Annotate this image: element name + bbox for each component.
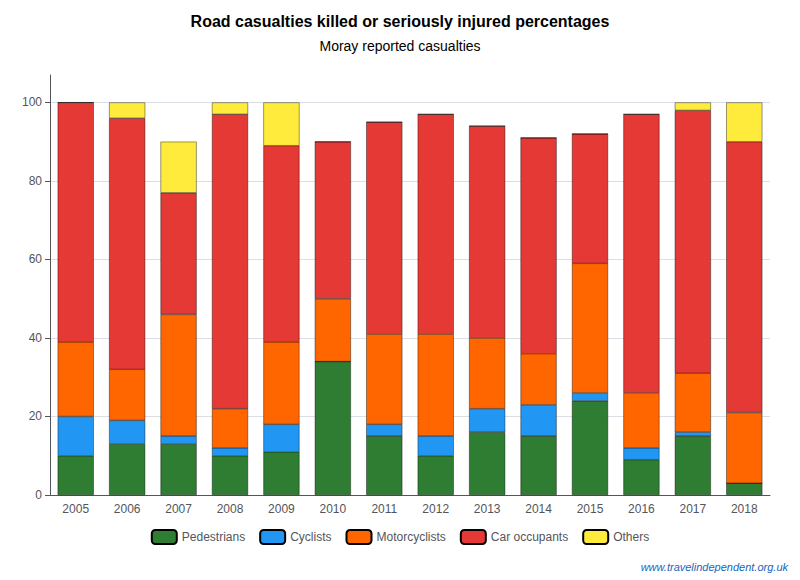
svg-text:2005: 2005 bbox=[62, 502, 89, 516]
svg-text:www.travelindependent.org.uk: www.travelindependent.org.uk bbox=[641, 561, 789, 573]
svg-text:40: 40 bbox=[29, 331, 43, 345]
svg-text:Car occupants: Car occupants bbox=[491, 530, 568, 544]
svg-text:2009: 2009 bbox=[268, 502, 295, 516]
svg-text:2011: 2011 bbox=[371, 502, 397, 516]
svg-text:2007: 2007 bbox=[165, 502, 192, 516]
svg-text:Others: Others bbox=[613, 530, 649, 544]
svg-text:0: 0 bbox=[35, 488, 42, 502]
svg-text:Road casualties killed or seri: Road casualties killed or seriously inju… bbox=[191, 13, 610, 30]
svg-text:2006: 2006 bbox=[114, 502, 141, 516]
svg-text:2018: 2018 bbox=[731, 502, 758, 516]
svg-text:2010: 2010 bbox=[320, 502, 347, 516]
svg-text:Pedestrians: Pedestrians bbox=[182, 530, 245, 544]
svg-text:100: 100 bbox=[22, 95, 42, 109]
svg-text:2017: 2017 bbox=[680, 502, 707, 516]
svg-text:2008: 2008 bbox=[217, 502, 244, 516]
svg-text:2015: 2015 bbox=[577, 502, 604, 516]
svg-text:Motorcyclists: Motorcyclists bbox=[376, 530, 445, 544]
svg-text:2012: 2012 bbox=[422, 502, 449, 516]
svg-text:2016: 2016 bbox=[628, 502, 655, 516]
svg-text:Cyclists: Cyclists bbox=[290, 530, 331, 544]
svg-text:2013: 2013 bbox=[474, 502, 501, 516]
svg-text:80: 80 bbox=[29, 174, 43, 188]
svg-text:2014: 2014 bbox=[525, 502, 552, 516]
svg-text:Moray reported casualties: Moray reported casualties bbox=[319, 38, 480, 54]
svg-text:60: 60 bbox=[29, 252, 43, 266]
svg-text:20: 20 bbox=[29, 409, 43, 423]
